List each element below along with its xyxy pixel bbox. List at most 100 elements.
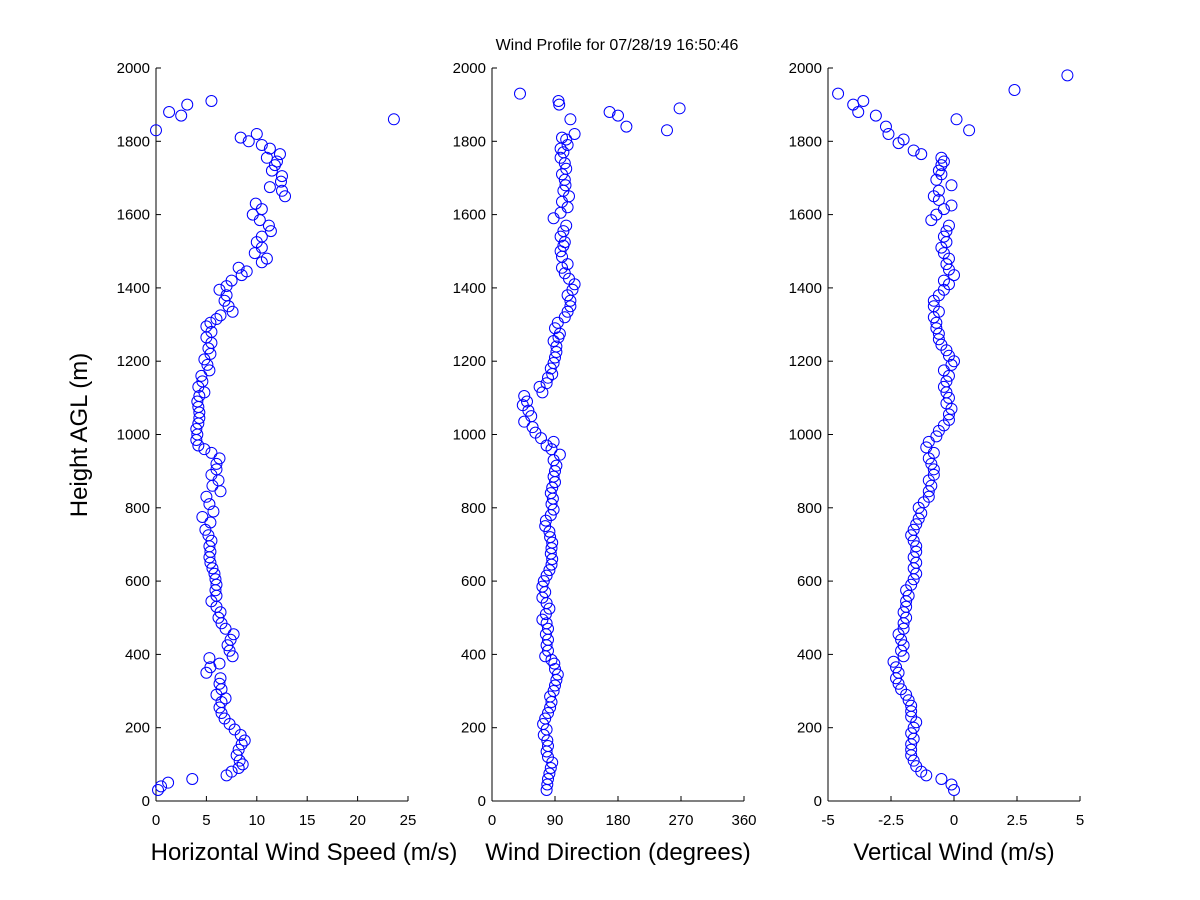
data-point xyxy=(186,773,199,786)
data-point xyxy=(549,679,561,692)
data-point xyxy=(234,131,247,144)
data-point xyxy=(255,138,268,151)
data-point xyxy=(942,349,955,362)
data-point xyxy=(150,124,162,137)
data-point xyxy=(554,151,567,164)
x-axis-title-direction: Wind Direction (degrees) xyxy=(485,839,750,866)
data-point xyxy=(869,109,882,122)
data-point xyxy=(537,718,550,731)
data-point xyxy=(274,175,287,188)
data-point xyxy=(554,230,567,243)
data-point xyxy=(547,470,560,483)
data-point xyxy=(255,230,268,243)
data-point xyxy=(902,589,915,602)
data-point xyxy=(915,148,928,161)
data-point xyxy=(547,435,560,448)
data-point xyxy=(196,510,209,523)
x-tick-label: 20 xyxy=(349,812,366,829)
x-tick-label: 360 xyxy=(731,812,756,829)
data-point xyxy=(205,534,218,547)
data-point xyxy=(553,448,566,461)
data-point xyxy=(246,208,259,221)
data-point xyxy=(214,309,227,322)
data-point xyxy=(516,399,529,412)
y-tick-label: 1000 xyxy=(117,427,150,444)
x-tick-label: -5 xyxy=(821,812,834,829)
y-tick-label: 1800 xyxy=(117,133,150,150)
data-point xyxy=(897,639,910,652)
data-point xyxy=(225,274,238,287)
y-tick-label: 800 xyxy=(125,500,150,517)
data-point xyxy=(236,758,249,771)
data-point xyxy=(879,120,892,133)
data-point xyxy=(1061,69,1074,82)
data-point xyxy=(922,490,935,503)
data-point xyxy=(910,518,923,531)
y-axis-title: Height AGL (m) xyxy=(66,353,93,518)
data-point xyxy=(857,94,870,107)
data-point xyxy=(553,98,566,111)
data-point xyxy=(907,144,920,157)
data-point xyxy=(930,316,943,329)
data-point xyxy=(673,102,686,115)
data-point xyxy=(544,362,557,375)
y-tick-label: 1800 xyxy=(789,133,822,150)
data-point xyxy=(539,712,552,725)
data-point xyxy=(900,600,913,613)
data-point xyxy=(163,105,176,118)
data-point xyxy=(897,606,910,619)
data-point xyxy=(551,668,564,681)
data-point xyxy=(205,94,218,107)
data-point xyxy=(945,358,958,371)
y-tick-label: 2000 xyxy=(789,60,822,77)
y-tick-label: 1400 xyxy=(117,280,150,297)
x-tick-label: 270 xyxy=(668,812,693,829)
panel-wind-direction: 0 200 400 600 800 1000 1200 1400 1600 1800 2000 0 90… xyxy=(453,60,757,866)
data-point xyxy=(927,300,940,313)
data-point xyxy=(552,94,565,107)
y-tick-label: 400 xyxy=(125,646,150,663)
data-point xyxy=(907,721,920,734)
data-point xyxy=(235,738,248,751)
data-point xyxy=(935,168,948,181)
data-point xyxy=(566,283,579,296)
data-point xyxy=(213,677,226,690)
y-tick-label: 400 xyxy=(797,646,822,663)
data-point xyxy=(558,311,571,324)
data-point xyxy=(930,430,943,443)
data-point xyxy=(227,628,240,641)
data-point xyxy=(250,127,263,140)
data-point xyxy=(210,463,223,476)
data-point xyxy=(558,267,571,280)
data-point xyxy=(887,655,900,668)
data-point xyxy=(560,162,573,175)
y-tick-label: 1000 xyxy=(789,427,822,444)
data-point xyxy=(230,749,243,762)
data-point xyxy=(213,283,226,296)
data-point xyxy=(203,652,216,665)
data-point xyxy=(550,340,563,353)
data-point xyxy=(935,773,948,786)
y-tick-label: 2000 xyxy=(117,60,150,77)
y-tick-label: 1800 xyxy=(453,133,486,150)
data-point xyxy=(897,133,910,146)
x-tick-label: 10 xyxy=(248,812,265,829)
x-tick-label: 180 xyxy=(605,812,630,829)
y-tick-label: 0 xyxy=(478,793,486,810)
data-point xyxy=(213,452,226,465)
data-point xyxy=(263,181,276,194)
data-point xyxy=(892,666,905,679)
data-point xyxy=(564,300,577,313)
data-point xyxy=(213,657,226,670)
data-point xyxy=(905,699,918,712)
data-point xyxy=(897,622,910,635)
data-point xyxy=(276,184,288,197)
data-point xyxy=(932,333,945,346)
data-point xyxy=(208,567,221,580)
data-point xyxy=(945,179,958,192)
data-point xyxy=(548,657,561,670)
data-point xyxy=(561,305,574,318)
y-tick-label: 1400 xyxy=(789,280,822,297)
data-point xyxy=(226,650,239,663)
data-point xyxy=(542,740,554,753)
